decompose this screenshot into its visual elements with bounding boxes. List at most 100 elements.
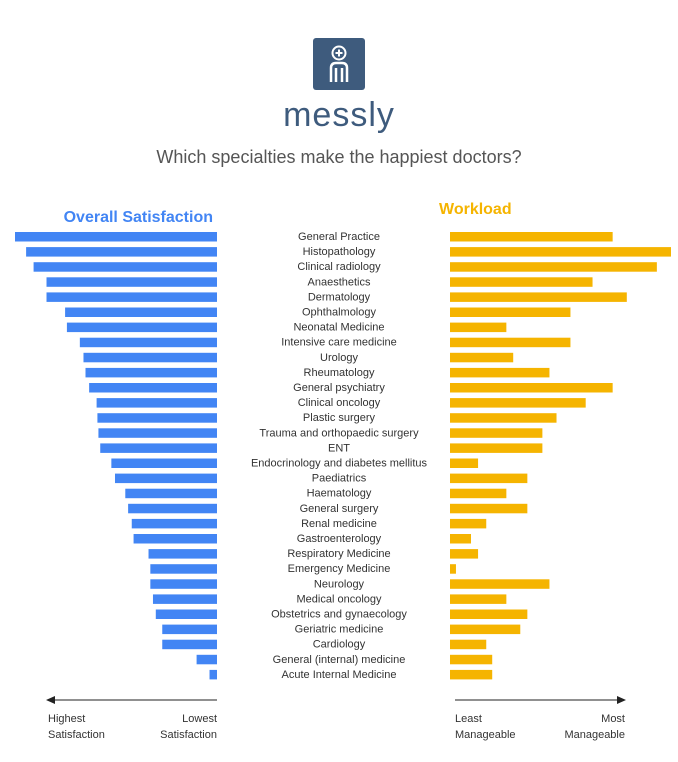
satisfaction-bar-neurology xyxy=(150,579,217,589)
satisfaction-bar-geriatric-medicine xyxy=(162,624,217,635)
workload-bar-neurology xyxy=(450,579,550,589)
workload-bar-general-practice xyxy=(450,232,613,242)
workload-axis-right-line1: Most xyxy=(601,713,625,725)
workload-bar-plastic-surgery xyxy=(450,413,557,423)
category-label-ophthalmology: Ophthalmology xyxy=(302,307,376,319)
workload-bars xyxy=(450,232,671,680)
satisfaction-bar-emergency-medicine xyxy=(150,564,217,574)
satisfaction-bar-rheumatology xyxy=(85,367,217,378)
satisfaction-bar-ent xyxy=(100,443,217,453)
category-label-renal-medicine: Renal medicine xyxy=(301,518,377,530)
workload-bar-dermatology xyxy=(450,292,627,302)
category-label-trauma-and-orthopaedic-surgery: Trauma and orthopaedic surgery xyxy=(259,427,419,439)
workload-axis-right-line2: Manageable xyxy=(564,729,625,741)
category-label-dermatology: Dermatology xyxy=(308,291,371,303)
satisfaction-axis-arrow xyxy=(46,696,217,704)
category-label-obstetrics-and-gynaecology: Obstetrics and gynaecology xyxy=(271,609,407,621)
satisfaction-bar-cardiology xyxy=(162,639,217,650)
satisfaction-bar-obstetrics-and-gynaecology xyxy=(155,609,217,619)
category-label-geriatric-medicine: Geriatric medicine xyxy=(295,624,384,636)
satisfaction-bar-clinical-oncology xyxy=(96,398,217,408)
satisfaction-bar-gastroenterology xyxy=(133,534,217,544)
satisfaction-title: Overall Satisfaction xyxy=(64,209,213,226)
workload-bar-geriatric-medicine xyxy=(450,624,521,635)
category-label-general-surgery: General surgery xyxy=(300,503,379,515)
satisfaction-bar-clinical-radiology xyxy=(33,262,217,272)
satisfaction-axis-left-line1: Highest xyxy=(48,713,85,725)
satisfaction-axis-right-line2: Satisfaction xyxy=(160,729,217,741)
satisfaction-bar-general-surgery xyxy=(128,503,217,514)
workload-bar-general-internal-medicine xyxy=(450,654,493,665)
satisfaction-bar-respiratory-medicine xyxy=(148,549,217,559)
workload-bar-clinical-radiology xyxy=(450,262,657,272)
workload-bar-rheumatology xyxy=(450,367,550,378)
satisfaction-bar-histopathology xyxy=(26,247,217,257)
category-label-histopathology: Histopathology xyxy=(303,246,376,258)
workload-bar-paediatrics xyxy=(450,473,528,484)
workload-bar-ophthalmology xyxy=(450,307,571,317)
satisfaction-bar-dermatology xyxy=(46,292,218,302)
workload-bar-general-surgery xyxy=(450,503,528,514)
satisfaction-bars xyxy=(15,232,218,680)
category-label-neurology: Neurology xyxy=(314,578,365,590)
brand-name: messly xyxy=(283,96,395,134)
workload-bar-clinical-oncology xyxy=(450,398,586,408)
satisfaction-bar-general-psychiatry xyxy=(89,383,217,393)
category-label-plastic-surgery: Plastic surgery xyxy=(303,412,376,424)
category-label-general-internal-medicine: General (internal) medicine xyxy=(273,654,406,666)
workload-bar-gastroenterology xyxy=(450,534,471,544)
category-label-anaesthetics: Anaesthetics xyxy=(308,276,371,288)
category-label-cardiology: Cardiology xyxy=(313,639,366,651)
satisfaction-bar-anaesthetics xyxy=(46,277,218,287)
satisfaction-bar-neonatal-medicine xyxy=(66,322,217,333)
category-label-general-practice: General Practice xyxy=(298,231,380,243)
workload-bar-respiratory-medicine xyxy=(450,549,479,559)
workload-bar-renal-medicine xyxy=(450,518,487,529)
satisfaction-bar-medical-oncology xyxy=(152,594,217,604)
workload-bar-haematology xyxy=(450,488,507,499)
chart-subtitle: Which specialties make the happiest doct… xyxy=(156,147,522,167)
satisfaction-bar-trauma-and-orthopaedic-surgery xyxy=(98,428,217,438)
category-label-endocrinology-and-diabetes-mellitus: Endocrinology and diabetes mellitus xyxy=(251,458,428,470)
satisfaction-bar-haematology xyxy=(125,488,217,499)
category-label-general-psychiatry: General psychiatry xyxy=(293,382,385,394)
category-label-gastroenterology: Gastroenterology xyxy=(297,533,382,545)
workload-axis-left-line2: Manageable xyxy=(455,729,516,741)
workload-bar-obstetrics-and-gynaecology xyxy=(450,609,528,619)
workload-bar-general-psychiatry xyxy=(450,383,613,393)
category-label-haematology: Haematology xyxy=(307,488,372,500)
workload-bar-ent xyxy=(450,443,543,453)
workload-bar-neonatal-medicine xyxy=(450,322,507,333)
category-label-intensive-care-medicine: Intensive care medicine xyxy=(281,337,397,349)
satisfaction-bar-general-practice xyxy=(15,232,217,242)
workload-bar-anaesthetics xyxy=(450,277,593,287)
workload-bar-cardiology xyxy=(450,639,487,650)
satisfaction-bar-ophthalmology xyxy=(65,307,217,317)
satisfaction-bar-plastic-surgery xyxy=(97,413,217,423)
category-label-clinical-radiology: Clinical radiology xyxy=(297,261,381,273)
category-label-clinical-oncology: Clinical oncology xyxy=(298,397,381,409)
satisfaction-axis-right-line1: Lowest xyxy=(182,713,217,725)
satisfaction-bar-intensive-care-medicine xyxy=(79,337,217,348)
workload-axis-arrow xyxy=(455,696,626,704)
satisfaction-bar-paediatrics xyxy=(114,473,217,484)
category-label-rheumatology: Rheumatology xyxy=(304,367,375,379)
workload-bar-emergency-medicine xyxy=(450,564,456,574)
satisfaction-bar-acute-internal-medicine xyxy=(209,669,217,680)
category-label-paediatrics: Paediatrics xyxy=(312,473,367,485)
satisfaction-bar-urology xyxy=(83,352,217,363)
workload-bar-medical-oncology xyxy=(450,594,507,604)
category-label-ent: ENT xyxy=(328,442,350,454)
category-label-urology: Urology xyxy=(320,352,358,364)
category-label-emergency-medicine: Emergency Medicine xyxy=(288,563,391,575)
category-label-respiratory-medicine: Respiratory Medicine xyxy=(287,548,390,560)
category-labels: General Practice Histopathology Clinical r… xyxy=(251,231,428,681)
category-label-neonatal-medicine: Neonatal Medicine xyxy=(293,322,384,334)
workload-bar-acute-internal-medicine xyxy=(450,669,493,680)
workload-bar-endocrinology-and-diabetes-mellitus xyxy=(450,458,479,468)
workload-bar-trauma-and-orthopaedic-surgery xyxy=(450,428,543,438)
category-label-medical-oncology: Medical oncology xyxy=(297,593,382,605)
workload-axis-left-line1: Least xyxy=(455,713,482,725)
workload-bar-intensive-care-medicine xyxy=(450,337,571,348)
